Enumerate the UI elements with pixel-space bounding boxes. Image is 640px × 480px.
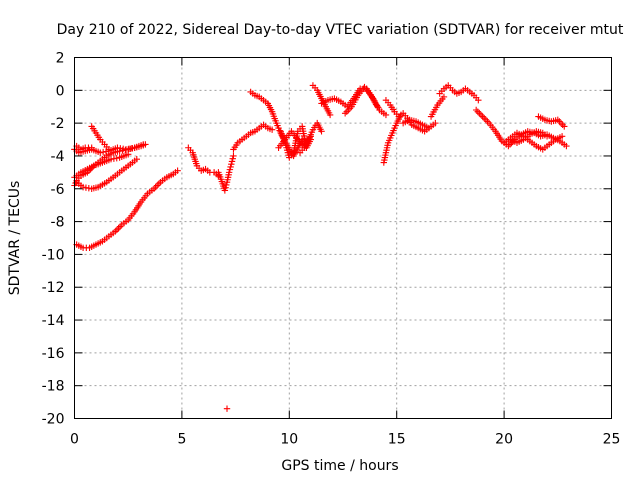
series-h — [185, 144, 222, 179]
series-j — [230, 121, 276, 153]
data-point — [382, 111, 390, 119]
data-point — [318, 128, 325, 135]
data-point — [479, 113, 486, 120]
y-tick-label: -4 — [51, 149, 65, 165]
y-tick-label: -8 — [51, 215, 65, 231]
data-point — [474, 108, 481, 115]
data-point — [116, 223, 124, 230]
data-point — [559, 121, 566, 128]
x-tick-labels: 0 5 10 15 20 25 — [70, 432, 620, 448]
data-point — [440, 93, 448, 101]
data-point — [374, 103, 381, 110]
y-tick-label: -2 — [51, 116, 65, 132]
data-point — [561, 123, 568, 130]
axis-ticks — [74, 57, 612, 419]
data-point — [425, 124, 433, 132]
series-f — [88, 123, 113, 153]
data-points — [71, 82, 570, 412]
data-point — [153, 182, 161, 189]
plot-frame — [74, 57, 612, 419]
x-tick-label: 15 — [388, 432, 406, 448]
data-point — [563, 142, 570, 150]
y-tick-labels: 2 0 -2 -4 -6 -8 -10 -12 -14 -16 -18 -20 — [42, 51, 65, 428]
series-z — [535, 113, 568, 130]
y-tick-label: 0 — [56, 83, 65, 99]
series-t — [399, 116, 433, 132]
y-tick-label: 2 — [56, 51, 65, 67]
data-point — [482, 116, 490, 124]
grid-lines — [74, 57, 612, 419]
x-tick-label: 5 — [177, 432, 186, 448]
data-point — [228, 160, 235, 168]
data-point — [345, 106, 352, 114]
series-u — [427, 93, 448, 120]
data-point — [343, 108, 350, 115]
chart-title: Day 210 of 2022, Sidereal Day-to-day VTE… — [57, 22, 624, 38]
y-tick-label: -6 — [51, 182, 65, 198]
series-r — [380, 111, 405, 166]
y-tick-label: -18 — [42, 379, 65, 395]
data-point — [133, 156, 140, 163]
series-e — [73, 156, 140, 192]
data-point — [105, 146, 113, 153]
y-tick-label: -16 — [42, 346, 65, 362]
data-point — [543, 133, 551, 140]
series-outlier — [223, 405, 231, 412]
data-point — [225, 169, 233, 176]
data-point — [113, 226, 121, 233]
x-tick-label: 25 — [603, 432, 621, 448]
series-i — [215, 152, 237, 194]
x-tick-label: 0 — [70, 432, 79, 448]
series-q — [341, 83, 381, 117]
data-point — [477, 111, 485, 119]
data-point — [226, 166, 234, 173]
data-point — [341, 110, 349, 117]
data-point — [88, 144, 95, 151]
y-tick-label: -12 — [42, 280, 65, 296]
series-l — [275, 128, 314, 151]
series-b — [71, 142, 95, 153]
data-point — [476, 110, 483, 117]
data-point — [155, 180, 163, 188]
data-point — [484, 118, 491, 125]
data-point — [472, 106, 480, 114]
series-g — [73, 167, 181, 252]
data-point — [227, 163, 234, 171]
data-point — [222, 184, 229, 191]
data-point — [481, 115, 488, 122]
series-y — [507, 128, 551, 147]
data-point — [556, 118, 563, 125]
data-point — [230, 152, 237, 160]
data-point — [475, 96, 482, 104]
data-point — [174, 167, 181, 174]
series-n — [296, 119, 325, 156]
y-tick-label: -14 — [42, 313, 65, 329]
data-point — [432, 119, 439, 127]
x-tick-label: 20 — [495, 432, 513, 448]
data-point — [558, 133, 566, 140]
data-point — [326, 111, 334, 119]
y-tick-label: -20 — [42, 412, 65, 428]
data-point — [125, 151, 132, 158]
data-point — [152, 183, 159, 191]
series-d — [71, 151, 132, 181]
data-point — [221, 187, 229, 194]
data-point — [223, 181, 230, 189]
data-point — [223, 405, 231, 412]
series-s — [382, 96, 439, 135]
data-point — [229, 155, 236, 162]
x-axis-label: GPS time / hours — [281, 458, 398, 474]
data-point — [115, 224, 122, 232]
data-point — [228, 158, 236, 165]
y-axis-label: SDTVAR / TECUs — [7, 181, 23, 296]
series-k — [247, 88, 306, 160]
data-point — [142, 141, 149, 148]
series-v — [436, 82, 482, 104]
data-point — [268, 126, 276, 133]
x-tick-label: 10 — [280, 432, 298, 448]
y-tick-label: -10 — [42, 247, 65, 263]
series-x — [500, 129, 566, 153]
